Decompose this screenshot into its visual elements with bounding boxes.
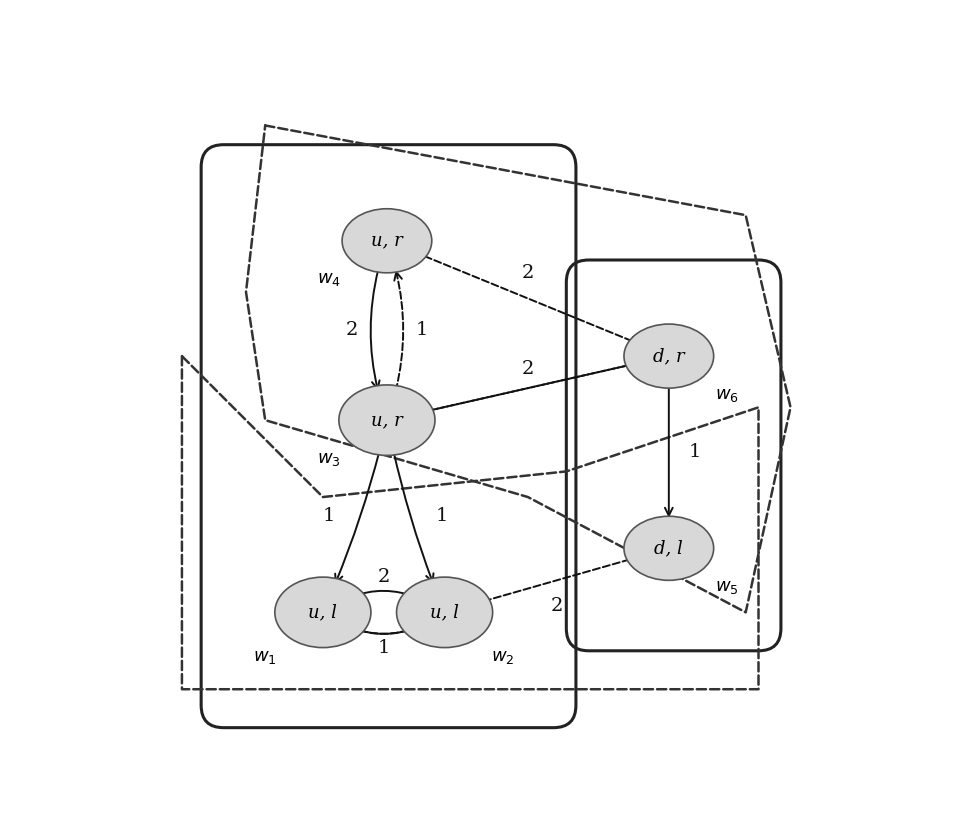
Ellipse shape: [339, 385, 435, 455]
Ellipse shape: [397, 577, 493, 647]
FancyArrowPatch shape: [416, 252, 639, 344]
Text: $w_3$: $w_3$: [318, 449, 341, 468]
Ellipse shape: [624, 516, 713, 581]
FancyArrowPatch shape: [350, 627, 416, 634]
Text: $w_6$: $w_6$: [714, 385, 739, 404]
FancyArrowPatch shape: [664, 387, 672, 516]
FancyArrowPatch shape: [352, 627, 417, 634]
Text: 2: 2: [346, 321, 358, 339]
Text: 1: 1: [688, 443, 701, 461]
Text: 2: 2: [521, 264, 534, 282]
FancyArrowPatch shape: [370, 270, 379, 389]
Text: 1: 1: [323, 508, 335, 525]
Text: u, l: u, l: [309, 603, 337, 622]
FancyArrowPatch shape: [352, 591, 417, 597]
Text: $w_5$: $w_5$: [714, 577, 738, 596]
Text: 2: 2: [521, 360, 534, 378]
Text: d, l: d, l: [655, 539, 683, 557]
Ellipse shape: [624, 324, 713, 389]
Text: 1: 1: [435, 508, 448, 525]
Text: u, r: u, r: [371, 232, 403, 250]
Text: 1: 1: [416, 321, 428, 339]
Text: $w_1$: $w_1$: [254, 648, 277, 666]
Ellipse shape: [342, 209, 432, 273]
Text: $w_2$: $w_2$: [491, 648, 514, 666]
FancyArrowPatch shape: [418, 363, 639, 415]
FancyArrowPatch shape: [476, 557, 639, 605]
Text: u, l: u, l: [430, 603, 459, 622]
Text: 2: 2: [377, 568, 390, 586]
Text: u, r: u, r: [371, 411, 403, 429]
FancyArrowPatch shape: [393, 450, 433, 582]
Text: 1: 1: [377, 639, 390, 656]
Ellipse shape: [274, 577, 370, 647]
FancyArrowPatch shape: [394, 272, 403, 391]
FancyArrowPatch shape: [416, 361, 637, 414]
Text: $w_4$: $w_4$: [318, 270, 341, 288]
Text: d, r: d, r: [653, 347, 685, 365]
Text: 2: 2: [551, 597, 563, 615]
FancyArrowPatch shape: [335, 450, 380, 582]
